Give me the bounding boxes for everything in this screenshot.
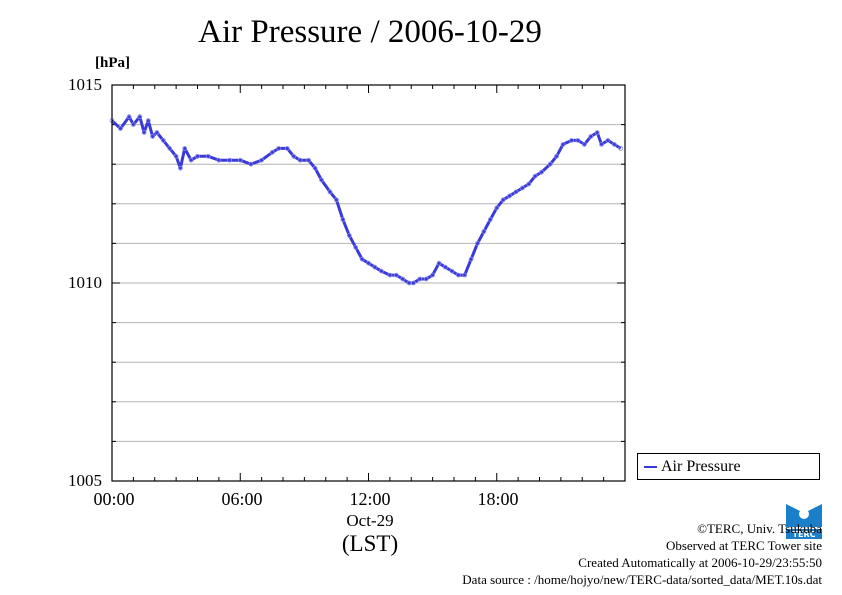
data-point — [205, 153, 211, 159]
data-point — [154, 130, 160, 135]
data-point — [507, 193, 513, 199]
data-point — [291, 153, 297, 159]
x-tick-label-1800: 18:00 — [477, 489, 519, 509]
data-point — [513, 189, 519, 195]
data-point — [182, 145, 188, 151]
data-point — [487, 217, 493, 223]
data-point — [475, 240, 480, 246]
legend-entry-air-pressure: Air Pressure — [661, 458, 741, 475]
data-point — [167, 145, 173, 151]
data-point — [269, 149, 275, 155]
data-point — [173, 153, 179, 159]
data-point — [430, 272, 436, 278]
footer-created: Created Automatically at 2006-10-29/23:5… — [578, 555, 822, 570]
data-point — [494, 205, 500, 211]
data-point — [588, 134, 594, 139]
data-point — [594, 130, 600, 135]
data-point — [340, 217, 346, 223]
data-point — [400, 276, 406, 282]
data-point — [378, 268, 384, 274]
data-point — [130, 122, 136, 127]
data-point — [605, 137, 611, 143]
data-point — [442, 264, 448, 270]
data-point — [346, 233, 352, 238]
data-point — [410, 280, 416, 286]
data-point — [560, 141, 566, 147]
data-point — [462, 272, 468, 278]
data-point — [387, 272, 393, 278]
data-point — [618, 145, 624, 151]
data-point — [520, 185, 525, 191]
y-tick-label-1010: 1010 — [68, 273, 102, 292]
data-point — [150, 134, 156, 139]
data-point — [188, 157, 194, 163]
data-point — [284, 145, 290, 151]
terc-logo-icon: TERC — [786, 504, 822, 539]
data-point — [500, 197, 506, 203]
y-tick-label-1005: 1005 — [68, 471, 102, 490]
y-axis-unit: [hPa] — [95, 55, 130, 71]
grid — [111, 84, 626, 482]
data-point — [237, 157, 243, 163]
data-point — [582, 141, 587, 147]
x-tick-label-0000: 00:00 — [93, 489, 135, 509]
data-point — [526, 181, 532, 187]
x-axis-label: (LST) — [341, 531, 399, 556]
chart-title: Air Pressure / 2006-10-29 — [198, 14, 542, 50]
data-point — [481, 229, 487, 234]
data-point — [216, 157, 222, 163]
legend-line-swatch — [644, 466, 657, 468]
data-point — [333, 197, 339, 203]
data-point — [145, 118, 151, 123]
footer-source: Data source : /home/hojyo/new/TERC-data/… — [462, 572, 822, 587]
footer-observed: Observed at TERC Tower site — [665, 538, 822, 553]
data-point — [276, 145, 282, 151]
data-point — [306, 157, 312, 163]
x-tick-label-1200: 12:00 — [349, 489, 391, 509]
data-point — [539, 169, 544, 175]
data-point — [417, 276, 423, 282]
data-point — [327, 189, 333, 195]
footer-copyright: ©TERC, Univ. Tsukuba — [697, 521, 822, 536]
data-point — [359, 256, 365, 262]
data-point — [319, 177, 324, 183]
data-point — [372, 264, 378, 270]
plot-frame — [111, 84, 626, 482]
x-date-label: Oct-29 — [346, 511, 394, 530]
data-point — [227, 157, 233, 163]
data-point — [393, 272, 399, 278]
data-point — [599, 141, 604, 147]
data-point — [449, 268, 455, 274]
data-point — [248, 161, 254, 167]
data-point — [195, 153, 200, 159]
data-point — [312, 165, 318, 171]
data-point — [160, 137, 166, 143]
data-point — [423, 276, 429, 282]
data-point — [177, 165, 183, 171]
data-point — [366, 260, 371, 266]
data-point — [126, 114, 132, 120]
data-point — [611, 141, 617, 147]
data-point — [547, 161, 553, 167]
data-point — [259, 157, 265, 163]
data-point — [118, 126, 123, 132]
data-point — [575, 137, 581, 143]
legend: Air Pressure — [637, 453, 820, 480]
data-point — [137, 114, 143, 120]
data-point — [554, 153, 559, 159]
data-point — [468, 256, 474, 262]
data-point — [532, 173, 538, 179]
data-point — [569, 137, 574, 143]
x-tick-label-0600: 06:00 — [221, 489, 263, 509]
data-point — [141, 130, 147, 135]
y-tick-label-1015: 1015 — [68, 75, 102, 94]
series-group — [109, 114, 624, 286]
data-point — [353, 244, 359, 250]
data-point — [297, 157, 303, 163]
data-point — [436, 260, 442, 266]
logo-text: TERC — [793, 530, 816, 539]
series-line-air-pressure — [110, 115, 622, 285]
data-point — [455, 272, 461, 278]
